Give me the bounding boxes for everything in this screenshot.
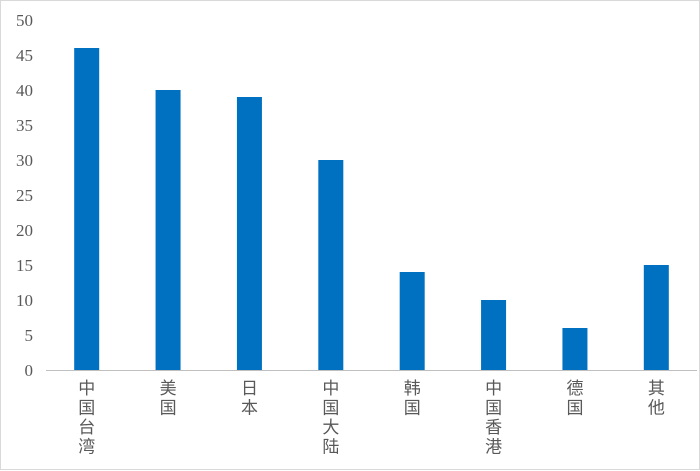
x-tick-label: 德国 bbox=[566, 379, 583, 419]
y-axis-ticks: 0 5 10 15 20 25 30 35 40 45 50 bbox=[16, 11, 33, 380]
bar bbox=[236, 97, 262, 370]
y-tick-label: 40 bbox=[16, 81, 33, 100]
y-tick-label: 35 bbox=[16, 116, 33, 135]
y-tick-label: 25 bbox=[16, 186, 33, 205]
y-tick-label: 20 bbox=[16, 221, 33, 240]
y-tick-label: 15 bbox=[16, 256, 33, 275]
x-tick-label: 韩国 bbox=[404, 379, 421, 419]
y-tick-label: 10 bbox=[16, 291, 33, 310]
bar bbox=[74, 48, 100, 370]
y-tick-label: 50 bbox=[16, 11, 33, 30]
x-tick-label: 中国台湾 bbox=[78, 379, 95, 458]
x-tick-label: 其他 bbox=[648, 379, 665, 419]
bar bbox=[562, 328, 588, 370]
y-tick-label: 5 bbox=[25, 326, 34, 345]
bars bbox=[74, 48, 669, 370]
x-tick-label: 中国香港 bbox=[485, 379, 502, 458]
x-tick-label: 日本 bbox=[241, 379, 258, 419]
x-tick-label: 美国 bbox=[160, 379, 177, 419]
bar bbox=[643, 265, 669, 370]
y-tick-label: 0 bbox=[25, 361, 34, 380]
x-tick-label: 中国大陆 bbox=[322, 379, 339, 458]
bar bbox=[399, 272, 425, 370]
y-tick-label: 45 bbox=[16, 46, 33, 65]
x-axis-labels: 中国台湾 美国 日本 中国大陆 韩国 中国香港 德国 其他 bbox=[78, 379, 665, 458]
bar bbox=[155, 90, 181, 370]
bar bbox=[481, 300, 507, 370]
bar bbox=[318, 160, 344, 370]
y-tick-label: 30 bbox=[16, 151, 33, 170]
